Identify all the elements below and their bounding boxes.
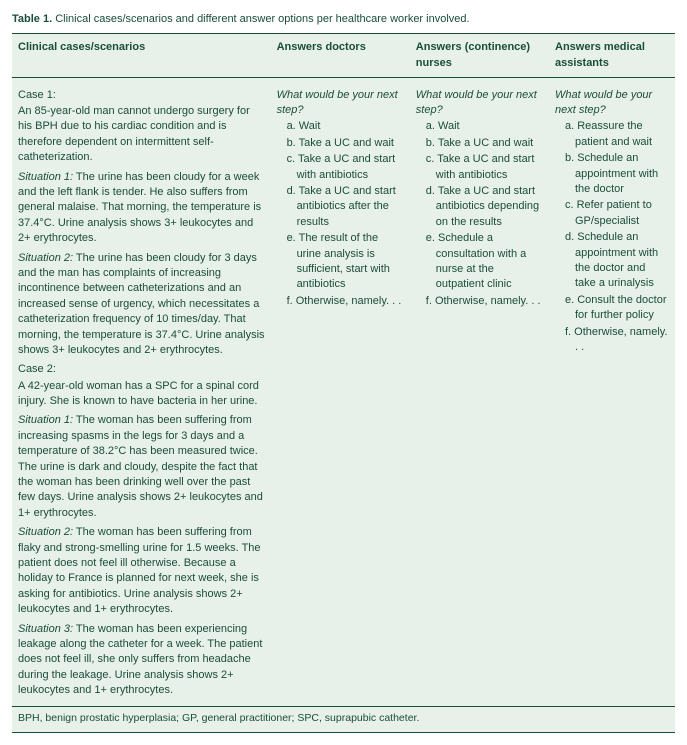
table-title: Table 1. Clinical cases/scenarios and di…: [12, 12, 675, 33]
clinical-table: Clinical cases/scenarios Answers doctors…: [12, 33, 675, 732]
list-item: b. Schedule an appointment with the doct…: [565, 151, 669, 197]
list-item: e. The result of the urine analysis is s…: [287, 231, 404, 293]
list-item: d. Take a UC and start antibiotics after…: [287, 184, 404, 230]
cell-ma: What would be your next step? a. Reassur…: [549, 82, 675, 703]
list-item: c. Refer patient to GP/specialist: [565, 198, 669, 229]
case2-sit3: Situation 3: The woman has been experien…: [18, 622, 265, 699]
table-row: Case 1: An 85-year-old man cannot underg…: [12, 82, 675, 703]
footnote-text: BPH, benign prostatic hyperplasia; GP, g…: [12, 707, 675, 733]
title-rest: Clinical cases/scenarios and different a…: [55, 13, 469, 25]
list-item: e. Schedule a consultation with a nurse …: [426, 231, 543, 293]
list-item: f. Otherwise, namely. . .: [287, 294, 404, 309]
sit-text: The urine has been cloudy for 3 days and…: [18, 252, 265, 356]
hdr-ma: Answers medical assistants: [549, 34, 675, 78]
cell-scenarios: Case 1: An 85-year-old man cannot underg…: [12, 82, 271, 703]
sit-label: Situation 3:: [18, 623, 73, 635]
opts-nurses: a. Wait b. Take a UC and wait c. Take a …: [416, 119, 543, 309]
case2-sit2: Situation 2: The woman has been sufferin…: [18, 525, 265, 617]
list-item: a. Wait: [287, 119, 404, 134]
list-item: b. Take a UC and wait: [287, 136, 404, 151]
list-item: f. Otherwise, namely. . .: [565, 325, 669, 356]
cell-nurses: What would be your next step? a. Wait b.…: [410, 82, 549, 703]
opts-doctors: a. Wait b. Take a UC and wait c. Take a …: [277, 119, 404, 309]
sit-label: Situation 1:: [18, 414, 73, 426]
sit-label: Situation 2:: [18, 252, 73, 264]
list-item: e. Consult the doctor for further policy: [565, 293, 669, 324]
list-item: c. Take a UC and start with antibiotics: [287, 152, 404, 183]
prompt-nurses: What would be your next step?: [416, 88, 543, 119]
case2-label: Case 2:: [18, 362, 265, 377]
case1-label: Case 1:: [18, 88, 265, 103]
case2-sit1: Situation 1: The woman has been sufferin…: [18, 413, 265, 521]
prompt-ma: What would be your next step?: [555, 88, 669, 119]
prompt-doctors: What would be your next step?: [277, 88, 404, 119]
opts-ma: a. Reassure the patient and wait b. Sche…: [555, 119, 669, 355]
hdr-scenarios: Clinical cases/scenarios: [12, 34, 271, 78]
list-item: b. Take a UC and wait: [426, 136, 543, 151]
list-item: d. Schedule an appointment with the doct…: [565, 230, 669, 292]
case1-sit2: Situation 2: The urine has been cloudy f…: [18, 251, 265, 359]
title-bold: Table 1.: [12, 13, 52, 25]
hdr-doctors: Answers doctors: [271, 34, 410, 78]
list-item: a. Reassure the patient and wait: [565, 119, 669, 150]
sit-label: Situation 2:: [18, 526, 73, 538]
footnote-row: BPH, benign prostatic hyperplasia; GP, g…: [12, 707, 675, 733]
list-item: d. Take a UC and start antibiotics depen…: [426, 184, 543, 230]
case1-body: An 85-year-old man cannot undergo surger…: [18, 104, 265, 166]
list-item: c. Take a UC and start with antibiotics: [426, 152, 543, 183]
sit-label: Situation 1:: [18, 171, 73, 183]
list-item: a. Wait: [426, 119, 543, 134]
cell-doctors: What would be your next step? a. Wait b.…: [271, 82, 410, 703]
list-item: f. Otherwise, namely. . .: [426, 294, 543, 309]
case1-sit1: Situation 1: The urine has been cloudy f…: [18, 170, 265, 247]
sit-text: The woman has been suffering from increa…: [18, 414, 263, 518]
hdr-nurses: Answers (continence) nurses: [410, 34, 549, 78]
case2-body: A 42-year-old woman has a SPC for a spin…: [18, 379, 265, 410]
sit-text: The woman has been suffering from flaky …: [18, 526, 261, 615]
table-header-row: Clinical cases/scenarios Answers doctors…: [12, 34, 675, 78]
